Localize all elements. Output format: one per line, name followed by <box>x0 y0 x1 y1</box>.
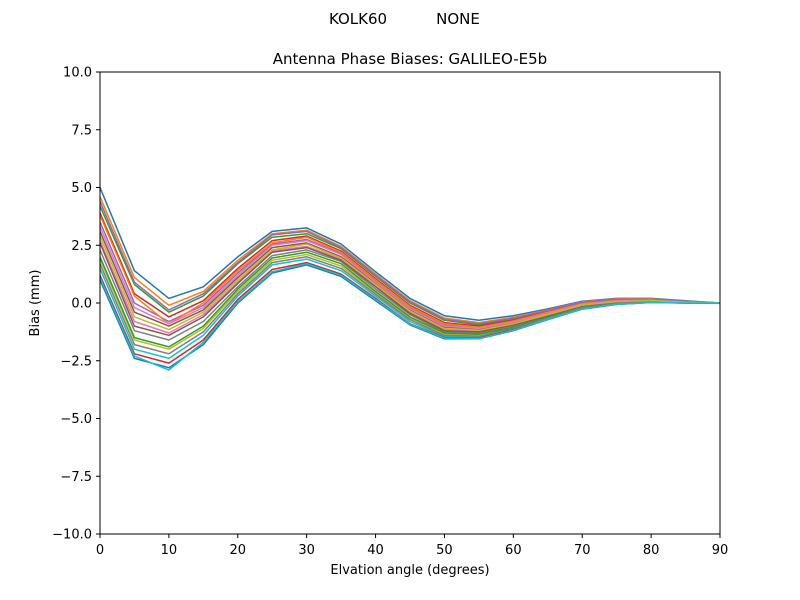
x-tick-label-3: 30 <box>298 543 315 558</box>
y-axis-label: Bias (mm) <box>28 270 43 337</box>
x-axis-label: Elvation angle (degrees) <box>330 563 489 578</box>
y-tick-label-0: −10.0 <box>52 528 92 543</box>
y-tick-label-4: 0.0 <box>71 297 92 312</box>
x-tick-label-9: 90 <box>712 543 729 558</box>
chart-title: Antenna Phase Biases: GALILEO-E5b <box>273 50 547 68</box>
x-tick-label-6: 60 <box>505 543 522 558</box>
y-tick-label-8: 10.0 <box>63 66 92 81</box>
x-tick-label-5: 50 <box>436 543 453 558</box>
y-tick-label-7: 7.5 <box>71 123 92 138</box>
x-tick-label-8: 80 <box>643 543 660 558</box>
suptitle-station: KOLK60 <box>329 10 387 28</box>
series-line-18 <box>99 256 721 355</box>
y-tick-label-5: 2.5 <box>71 239 92 254</box>
x-tick-label-7: 70 <box>574 543 591 558</box>
y-tick-label-6: 5.0 <box>71 181 92 196</box>
y-tick-label-2: −5.0 <box>60 412 92 427</box>
suptitle-model: NONE <box>436 10 480 28</box>
y-tick-label-3: −2.5 <box>60 354 92 369</box>
y-axis: −10.0 −7.5 −5.0 −2.5 0.0 2.5 5.0 7.5 10.0 <box>52 66 100 543</box>
x-axis: 0 10 20 30 40 50 60 70 80 90 <box>96 534 728 558</box>
series-layer <box>99 187 721 371</box>
x-tick-label-1: 10 <box>161 543 178 558</box>
series-line-19 <box>99 235 721 332</box>
y-tick-label-1: −7.5 <box>60 470 92 485</box>
series-line-20 <box>99 262 720 371</box>
x-tick-label-4: 40 <box>367 543 384 558</box>
x-tick-label-2: 20 <box>230 543 247 558</box>
series-line-15 <box>99 201 721 325</box>
x-tick-label-0: 0 <box>96 543 104 558</box>
